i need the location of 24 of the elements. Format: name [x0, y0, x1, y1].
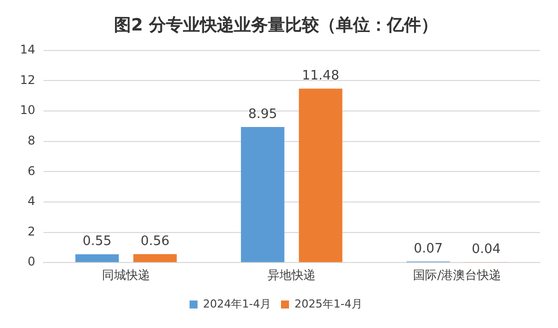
data-label: 0.56 — [140, 234, 170, 249]
data-label: 8.95 — [248, 106, 278, 122]
y-tick-label: 14 — [20, 42, 36, 57]
y-tick-label: 10 — [20, 103, 36, 118]
y-tick-label: 8 — [28, 133, 36, 148]
data-label: 11.48 — [302, 68, 340, 84]
y-tick-label: 12 — [20, 72, 36, 87]
x-tick-label: 国际/港澳台快递 — [413, 268, 502, 282]
y-tick-label: 2 — [28, 224, 36, 238]
chart-title: 图2 分专业快递业务量比较（单位：亿件） — [114, 16, 438, 36]
bar — [240, 126, 284, 262]
bar — [133, 254, 177, 262]
legend-label: 2025年1-4月 — [294, 297, 362, 310]
y-tick-label: 6 — [28, 164, 36, 178]
x-tick-label: 异地快递 — [268, 268, 316, 282]
bar — [298, 88, 342, 262]
data-label: 0.55 — [82, 234, 112, 250]
legend-label: 2024年1-4月 — [203, 297, 272, 310]
data-label: 0.04 — [472, 242, 501, 257]
y-tick-label: 4 — [28, 194, 36, 208]
y-tick-label: 0 — [28, 254, 36, 269]
x-tick-label: 同城快递 — [102, 268, 150, 282]
data-label: 0.07 — [414, 241, 443, 256]
bar — [75, 254, 119, 262]
